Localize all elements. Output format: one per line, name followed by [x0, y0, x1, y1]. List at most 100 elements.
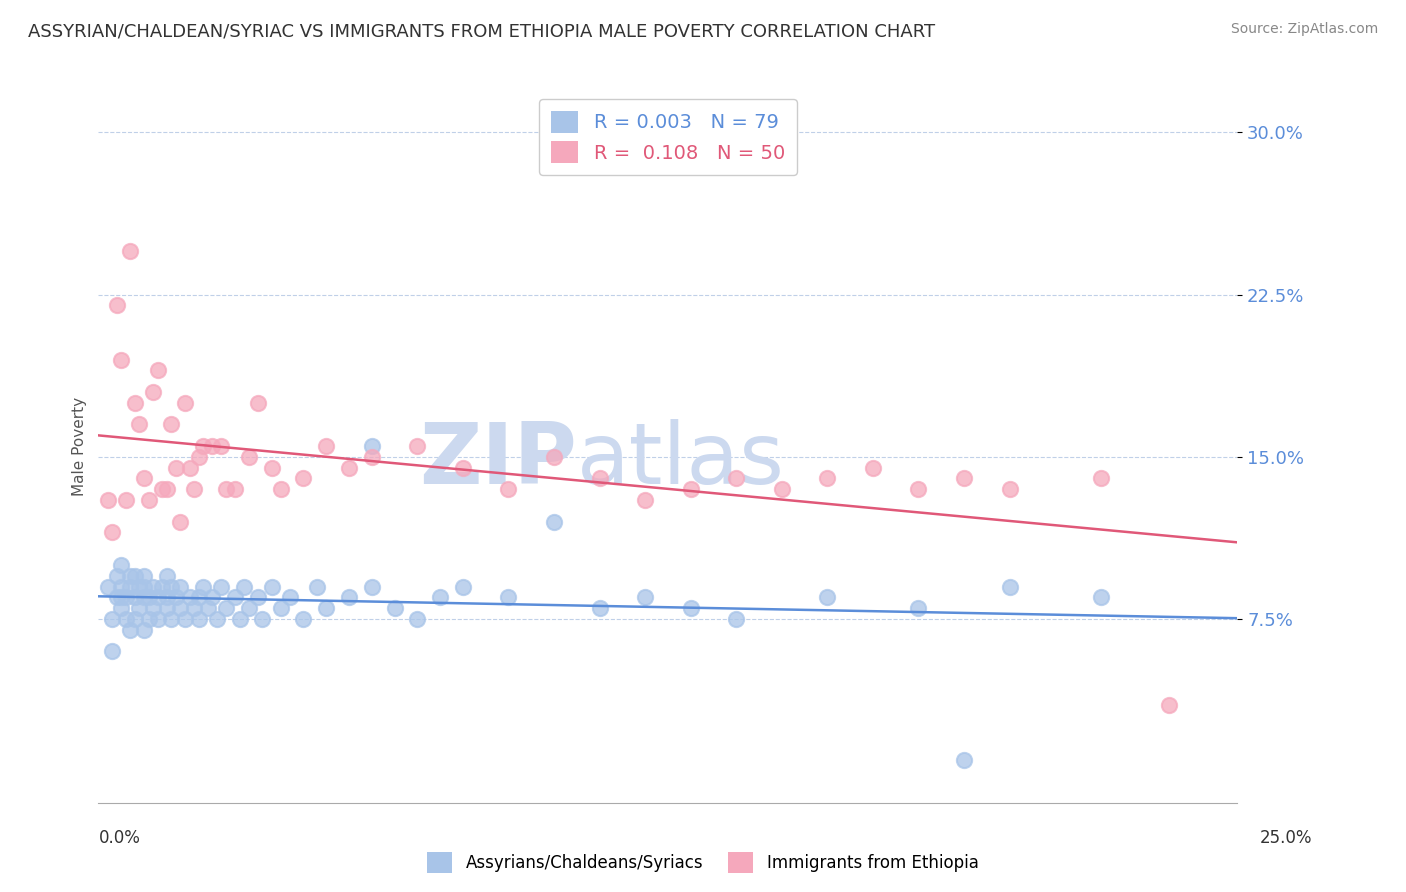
Point [138, 612, 160, 626]
Point [124, 591, 146, 605]
Point [278, 591, 301, 605]
Point [451, 580, 474, 594]
Point [169, 601, 191, 615]
Point [105, 568, 128, 582]
Text: atlas: atlas [576, 418, 785, 502]
Point [260, 580, 283, 594]
Point [120, 623, 142, 637]
Point [105, 298, 128, 312]
Point [124, 612, 146, 626]
Point [224, 482, 246, 496]
Point [238, 450, 260, 464]
Point [193, 580, 215, 594]
Point [110, 558, 132, 572]
Point [1090, 591, 1112, 605]
Point [138, 493, 160, 508]
Point [209, 439, 232, 453]
Point [169, 515, 191, 529]
Point [360, 580, 382, 594]
Point [114, 493, 136, 508]
Point [543, 450, 565, 464]
Point [238, 601, 260, 615]
Point [315, 439, 337, 453]
Point [142, 384, 165, 399]
Point [270, 601, 292, 615]
Point [292, 471, 315, 485]
Point [588, 471, 610, 485]
Point [150, 580, 173, 594]
Point [110, 601, 132, 615]
Point [187, 612, 209, 626]
Point [187, 450, 209, 464]
Point [132, 471, 155, 485]
Point [150, 482, 173, 496]
Point [120, 568, 142, 582]
Point [120, 580, 142, 594]
Point [634, 493, 657, 508]
Point [679, 601, 702, 615]
Point [360, 450, 382, 464]
Point [142, 601, 165, 615]
Point [105, 591, 128, 605]
Point [146, 591, 169, 605]
Point [634, 591, 657, 605]
Point [169, 580, 191, 594]
Point [953, 753, 976, 767]
Point [307, 580, 329, 594]
Point [384, 601, 406, 615]
Point [128, 580, 150, 594]
Point [132, 568, 155, 582]
Point [114, 612, 136, 626]
Point [862, 460, 884, 475]
Point [315, 601, 337, 615]
Point [907, 601, 929, 615]
Point [160, 580, 183, 594]
Point [174, 612, 197, 626]
Text: ASSYRIAN/CHALDEAN/SYRIAC VS IMMIGRANTS FROM ETHIOPIA MALE POVERTY CORRELATION CH: ASSYRIAN/CHALDEAN/SYRIAC VS IMMIGRANTS F… [28, 22, 935, 40]
Point [179, 591, 201, 605]
Point [183, 482, 205, 496]
Point [142, 580, 165, 594]
Point [498, 482, 520, 496]
Point [174, 396, 197, 410]
Point [770, 482, 793, 496]
Point [156, 568, 179, 582]
Point [165, 460, 187, 475]
Point [165, 591, 187, 605]
Point [146, 612, 169, 626]
Point [725, 471, 748, 485]
Point [588, 601, 610, 615]
Y-axis label: Male Poverty: Male Poverty [72, 396, 87, 496]
Point [543, 515, 565, 529]
Point [270, 482, 292, 496]
Point [124, 396, 146, 410]
Point [337, 591, 360, 605]
Point [209, 580, 232, 594]
Point [96, 580, 118, 594]
Point [406, 612, 429, 626]
Legend: R = 0.003   N = 79, R =  0.108   N = 50: R = 0.003 N = 79, R = 0.108 N = 50 [538, 99, 797, 175]
Point [1157, 698, 1180, 713]
Text: Source: ZipAtlas.com: Source: ZipAtlas.com [1230, 22, 1378, 37]
Point [96, 493, 118, 508]
Point [193, 439, 215, 453]
Point [215, 601, 238, 615]
Point [156, 601, 179, 615]
Point [156, 591, 179, 605]
Point [179, 460, 201, 475]
Point [160, 417, 183, 432]
Point [215, 482, 238, 496]
Point [128, 601, 150, 615]
Point [998, 580, 1021, 594]
Point [725, 612, 748, 626]
Point [160, 612, 183, 626]
Point [205, 612, 228, 626]
Point [132, 591, 155, 605]
Point [406, 439, 429, 453]
Point [224, 591, 246, 605]
Point [1090, 471, 1112, 485]
Point [252, 612, 274, 626]
Point [197, 601, 219, 615]
Point [907, 482, 929, 496]
Point [451, 460, 474, 475]
